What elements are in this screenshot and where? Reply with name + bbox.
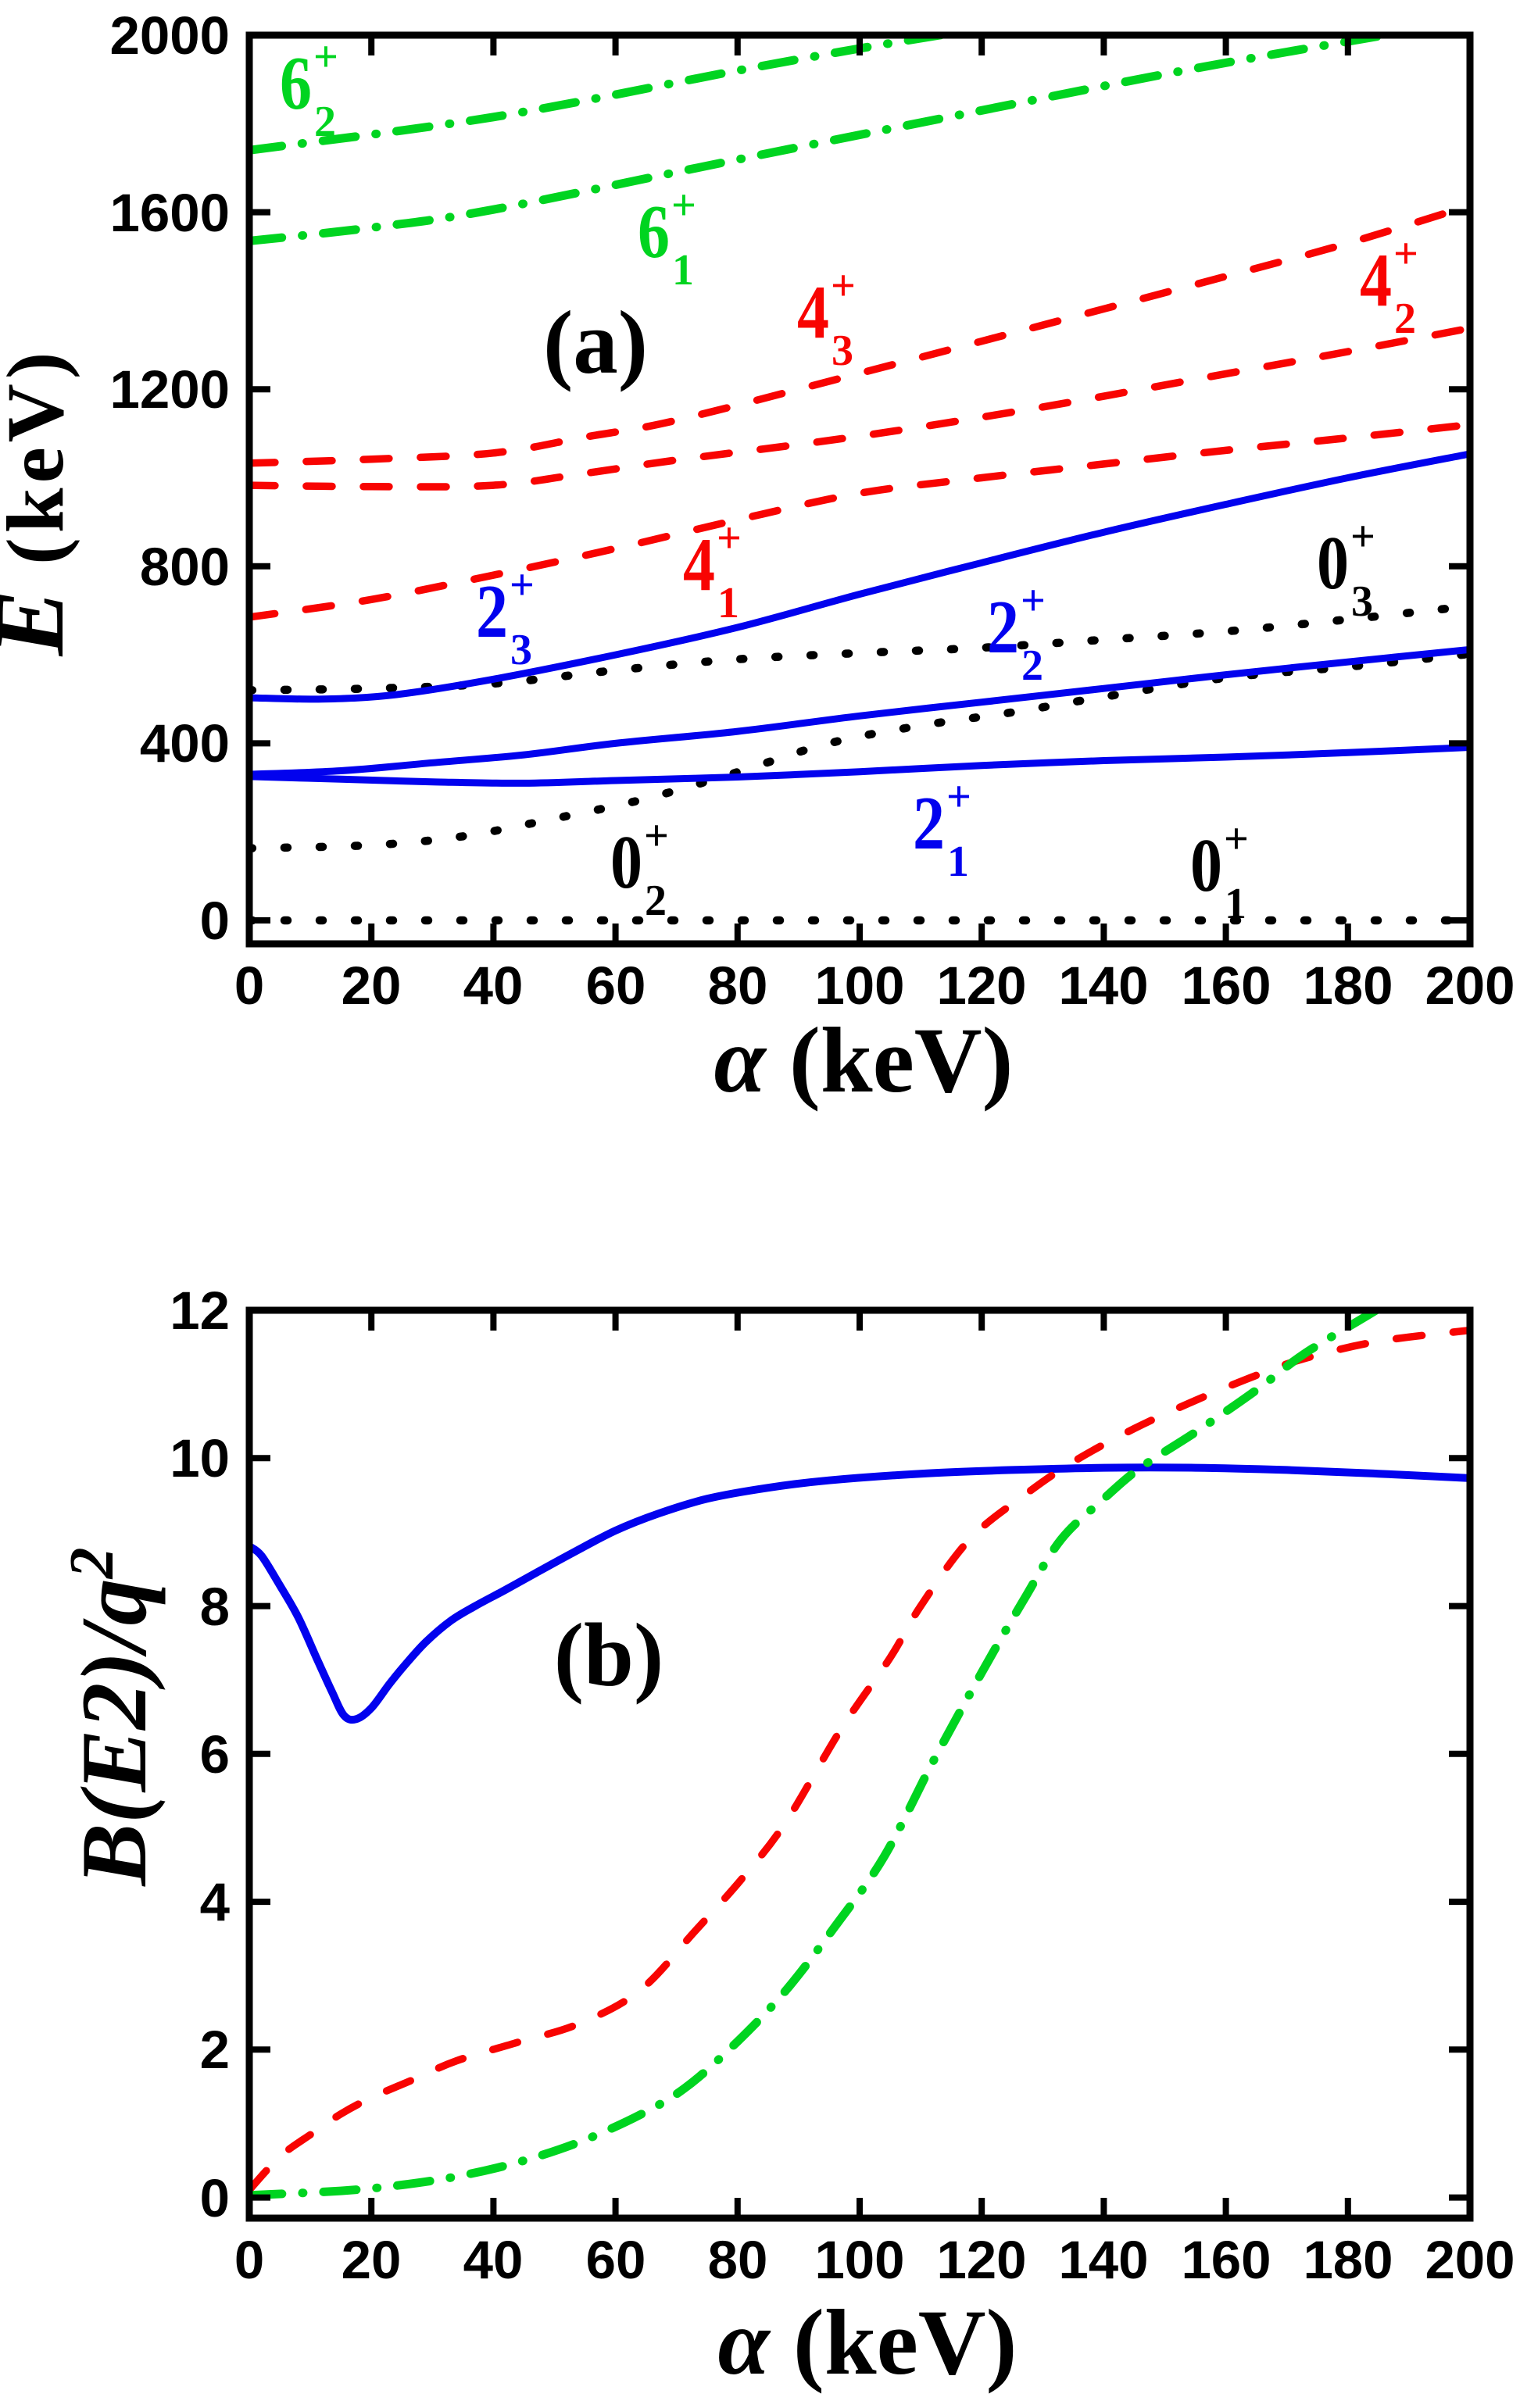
svg-text:+: + xyxy=(671,181,696,230)
svg-text:2: 2 xyxy=(913,781,945,866)
svg-text:2: 2 xyxy=(1021,641,1043,690)
svg-text:200: 200 xyxy=(1425,2230,1515,2290)
svg-text:120: 120 xyxy=(936,2230,1026,2290)
svg-text:2: 2 xyxy=(476,570,508,654)
svg-text:0: 0 xyxy=(200,891,230,951)
svg-text:8: 8 xyxy=(200,1577,230,1637)
svg-text:α (keV): α (keV) xyxy=(718,2290,1018,2394)
svg-text:(b): (b) xyxy=(554,1606,664,1705)
svg-text:20: 20 xyxy=(342,956,402,1016)
svg-text:0: 0 xyxy=(610,820,642,905)
svg-text:2: 2 xyxy=(645,877,667,925)
svg-text:180: 180 xyxy=(1303,956,1393,1016)
svg-text:1: 1 xyxy=(947,838,969,886)
svg-text:4: 4 xyxy=(683,523,715,607)
svg-text:100: 100 xyxy=(814,956,904,1016)
svg-text:180: 180 xyxy=(1303,2230,1393,2290)
svg-text:1: 1 xyxy=(672,246,694,295)
svg-text:0: 0 xyxy=(1190,824,1222,908)
svg-text:+: + xyxy=(510,561,535,609)
svg-text:80: 80 xyxy=(708,2230,768,2290)
svg-text:400: 400 xyxy=(140,713,230,773)
svg-text:140: 140 xyxy=(1058,956,1148,1016)
svg-text:+: + xyxy=(1350,513,1375,561)
svg-text:2: 2 xyxy=(200,2020,230,2080)
svg-text:6: 6 xyxy=(280,41,312,126)
svg-text:α (keV): α (keV) xyxy=(714,1008,1014,1112)
svg-text:+: + xyxy=(946,773,971,821)
svg-text:2: 2 xyxy=(1394,295,1416,343)
svg-text:E (keV): E (keV) xyxy=(0,347,84,656)
svg-text:10: 10 xyxy=(170,1428,230,1488)
svg-text:140: 140 xyxy=(1058,2230,1148,2290)
svg-text:80: 80 xyxy=(708,956,768,1016)
svg-text:+: + xyxy=(1224,815,1249,863)
svg-text:1: 1 xyxy=(1225,880,1246,928)
svg-text:6: 6 xyxy=(638,190,670,274)
svg-text:0: 0 xyxy=(1317,521,1349,606)
svg-text:2: 2 xyxy=(987,585,1019,670)
svg-text:6: 6 xyxy=(200,1724,230,1785)
svg-text:0: 0 xyxy=(234,956,264,1016)
svg-text:800: 800 xyxy=(140,537,230,597)
svg-text:3: 3 xyxy=(1351,577,1373,626)
svg-text:1600: 1600 xyxy=(110,183,231,243)
svg-text:+: + xyxy=(1021,577,1046,625)
svg-text:0: 0 xyxy=(234,2230,264,2290)
svg-text:(a): (a) xyxy=(543,293,648,392)
svg-text:+: + xyxy=(717,514,742,563)
svg-text:+: + xyxy=(1393,230,1418,278)
svg-text:12: 12 xyxy=(170,1281,230,1341)
svg-text:4: 4 xyxy=(200,1872,230,1932)
svg-text:4: 4 xyxy=(797,270,829,355)
svg-text:20: 20 xyxy=(342,2230,402,2290)
svg-text:60: 60 xyxy=(586,2230,646,2290)
svg-text:160: 160 xyxy=(1181,956,1271,1016)
svg-text:2000: 2000 xyxy=(110,5,231,66)
svg-text:4: 4 xyxy=(1360,238,1392,323)
svg-text:B(E2)/q2: B(E2)/q2 xyxy=(58,1547,166,1887)
svg-text:40: 40 xyxy=(463,956,524,1016)
svg-text:60: 60 xyxy=(586,956,646,1016)
svg-text:120: 120 xyxy=(936,956,1026,1016)
svg-text:3: 3 xyxy=(832,327,853,375)
svg-text:40: 40 xyxy=(463,2230,524,2290)
svg-text:160: 160 xyxy=(1181,2230,1271,2290)
svg-text:1200: 1200 xyxy=(110,359,231,420)
svg-text:3: 3 xyxy=(510,626,532,674)
svg-text:0: 0 xyxy=(200,2168,230,2228)
svg-text:2: 2 xyxy=(314,98,336,146)
svg-text:+: + xyxy=(644,812,669,860)
svg-text:100: 100 xyxy=(814,2230,904,2290)
svg-text:1: 1 xyxy=(717,579,739,627)
svg-text:+: + xyxy=(313,33,338,81)
svg-text:200: 200 xyxy=(1425,956,1515,1016)
svg-text:+: + xyxy=(831,262,856,310)
